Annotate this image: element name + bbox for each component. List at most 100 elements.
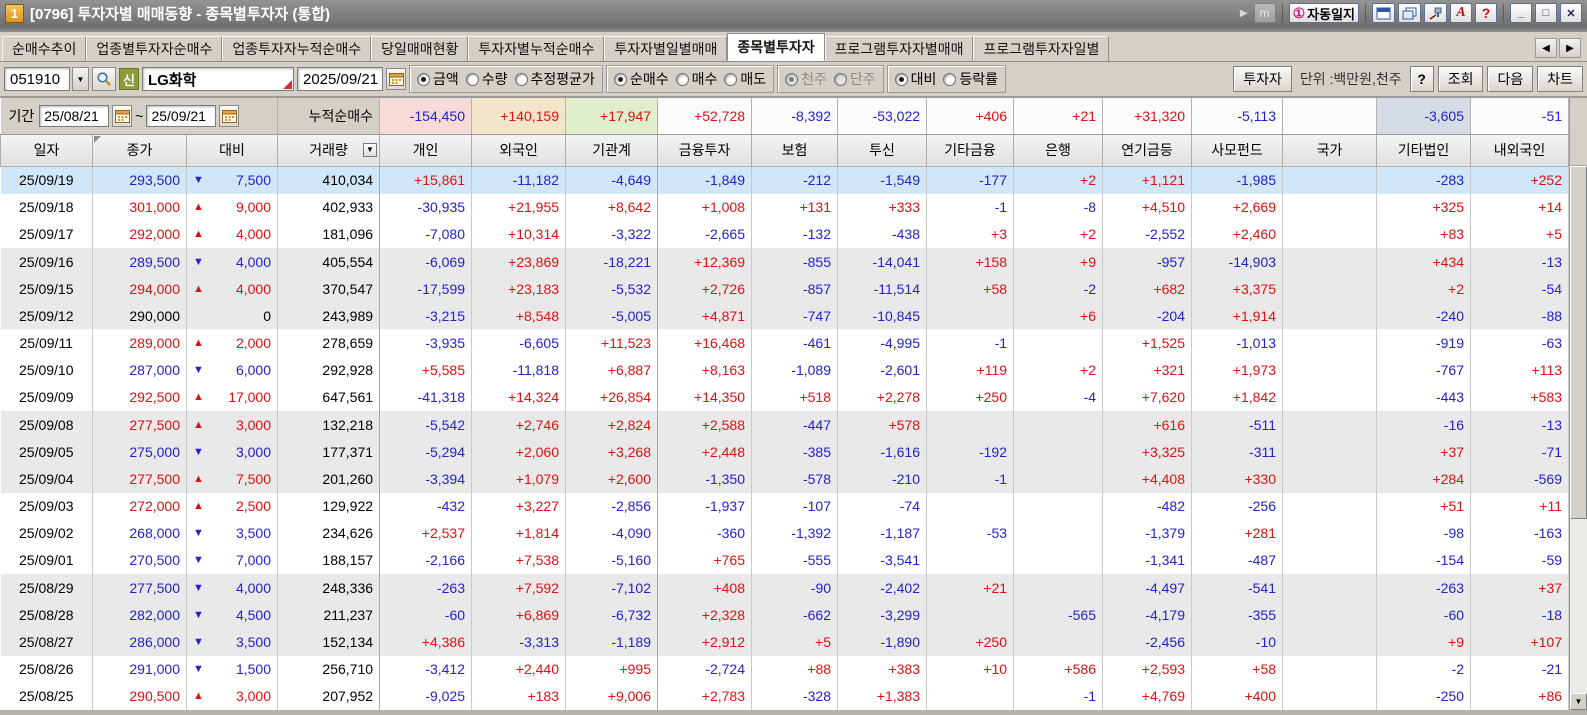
radio-trade-type-1[interactable]: 매수 [675,69,717,89]
volume-sort-icon[interactable]: ▼ [363,143,378,158]
scrollbar-thumb[interactable] [1570,166,1587,520]
cell-institution: +6,887 [565,356,659,384]
table-row[interactable]: 25/09/09 292,500 ▲ 17,000 647,561 -41,318 +14,… [0,383,1570,411]
period-end-input[interactable]: 25/09/21 [146,104,217,127]
tab-7[interactable]: 프로그램투자자별매매 [824,36,974,61]
table-row[interactable]: 25/08/29 277,500 ▼ 4,000 248,336 -263 +7,592 -7… [0,574,1570,602]
table-row[interactable]: 25/09/02 268,000 ▼ 3,500 234,626 +2,537 +1,814… [0,519,1570,547]
tab-5[interactable]: 투자자별일별매매 [604,36,728,61]
column-header-etc-finance: 기타금융 [926,134,1015,167]
base-date-calendar-button[interactable] [386,68,406,90]
maximize-button[interactable]: □ [1535,3,1557,23]
radio-compare-type-1[interactable]: 등락률 [943,69,998,89]
column-header-financial: 금융투자 [657,134,753,167]
cell-date: 25/09/19 [0,166,93,194]
base-date-input[interactable]: 2025/09/21 [297,67,383,91]
tab-scroll-right-icon[interactable]: ▶ [1559,38,1581,58]
table-row[interactable]: 25/08/26 291,000 ▼ 1,500 256,710 -3,412 +2,440… [0,655,1570,683]
table-row[interactable]: 25/09/01 270,500 ▼ 7,000 188,157 -2,166 +7,538… [0,546,1570,575]
radio-trade-type-0[interactable]: 순매수 [613,69,669,89]
stock-code-input[interactable]: 051910 [4,67,70,91]
investor-button[interactable]: 투자자 [1233,66,1292,92]
tab-6[interactable]: 종목별투자자 [727,33,825,61]
search-button[interactable]: 조회 [1437,66,1484,92]
cell-private-fund: +2,460 [1191,220,1284,248]
radio-share-unit-0[interactable]: 천주 [785,69,827,89]
auto-journal-button[interactable]: ① 자동일지 [1288,3,1359,23]
table-row[interactable]: 25/09/03 272,000 ▲ 2,500 129,922 -432 +3,227 -2… [0,492,1570,520]
tab-0[interactable]: 순매수추이 [2,36,87,61]
cell-bank [1013,438,1104,466]
table-row[interactable]: 25/09/12 290,000 0 243,989 -3,215 +8,548 -5,00… [0,302,1570,330]
cell-private-fund: -355 [1191,601,1284,629]
radio-value-type-1[interactable]: 수량 [465,69,508,89]
radio-dot-icon [417,72,430,86]
cell-pension: -1,379 [1102,519,1193,547]
radio-compare-type-0[interactable]: 대비 [894,69,936,89]
cell-etc-finance: +158 [926,247,1015,276]
tab-8[interactable]: 프로그램투자자일별 [973,36,1110,61]
table-row[interactable]: 25/09/11 289,000 ▲ 2,000 278,659 -3,935 -6,605… [0,329,1570,357]
radio-share-unit-1[interactable]: 단주 [833,69,876,89]
table-row[interactable]: 25/09/15 294,000 ▲ 4,000 370,547 -17,599 +23,1… [0,275,1570,303]
table-row[interactable]: 25/08/25 290,500 ▲ 3,000 207,952 -9,025 +183 +9… [0,682,1570,710]
cell-volume: 402,933 [277,193,381,221]
table-row[interactable]: 25/09/17 292,000 ▲ 4,000 181,096 -7,080 +10,31… [0,220,1570,248]
table-row[interactable]: 25/09/10 287,000 ▼ 6,000 292,928 +5,585 -11,81… [0,356,1570,384]
cell-nation [1282,383,1378,411]
tab-2[interactable]: 업종투자자누적순매수 [222,36,372,61]
stock-search-button[interactable] [92,67,116,91]
help-button[interactable]: ? [1475,3,1497,23]
radio-value-type-2[interactable]: 추정평균가 [514,69,595,89]
scrollbar-down-icon[interactable]: ▼ [1570,693,1587,710]
stock-code-dropdown-icon[interactable]: ▼ [72,67,89,91]
table-row[interactable]: 25/09/05 275,000 ▼ 3,000 177,371 -5,294 +2,060… [0,438,1570,466]
stock-name-input[interactable]: LG화학 [142,67,294,91]
cell-date: 25/08/25 [0,682,93,710]
table-row[interactable]: 25/09/19 293,500 ▼ 7,500 410,034 +15,861 -11,1… [0,166,1570,194]
window-copy-button[interactable] [1398,3,1421,23]
tab-1[interactable]: 업종별투자자순매수 [86,36,223,61]
pin-button[interactable] [1424,3,1447,23]
cell-date: 25/09/02 [0,519,93,547]
chart-button[interactable]: 차트 [1537,66,1583,92]
table-row[interactable]: 25/09/08 277,500 ▲ 3,000 132,218 -5,542 +2,746… [0,410,1570,439]
next-button[interactable]: 다음 [1487,66,1534,92]
tab-4[interactable]: 투자자별누적순매수 [468,36,605,61]
cell-pension: -2,552 [1102,220,1193,248]
column-header-private-fund: 사모펀드 [1191,134,1284,167]
cell-trust: -11,514 [837,275,928,303]
table-row[interactable]: 25/09/16 289,500 ▼ 4,000 405,554 -6,069 +23,86… [0,247,1570,276]
minimize-button[interactable]: _ [1510,3,1532,23]
period-start-calendar-button[interactable] [112,104,133,127]
tab-scroll-left-icon[interactable]: ◀ [1535,38,1557,58]
tab-3[interactable]: 당일매매현황 [371,36,469,61]
table-row[interactable]: 25/09/18 301,000 ▲ 9,000 402,933 -30,935 +21,9… [0,193,1570,221]
change-arrow-icon: ▼ [193,635,204,648]
cell-bank: -8 [1013,193,1104,221]
radio-groups: 금액 수량 추정평균가 순매수 매수 매도 천주 단주 대비 등락률 [409,65,1007,93]
radio-value-type-0[interactable]: 금액 [417,69,459,89]
inline-help-button[interactable]: ? [1409,66,1434,92]
m-button[interactable]: m [1253,3,1276,23]
scrollbar-track[interactable] [1570,166,1587,693]
divider [1281,4,1283,22]
period-start-input[interactable]: 25/08/21 [39,104,110,127]
font-button[interactable]: A [1450,3,1472,23]
period-end-calendar-button[interactable] [219,104,240,127]
cell-change: ▲ 3,000 [186,682,279,710]
tab-scroll-arrows: ◀ ▶ [1535,38,1585,61]
table-row[interactable]: 25/08/27 286,000 ▼ 3,500 152,134 +4,386 -3,313… [0,628,1570,656]
column-header-nation: 국가 [1282,134,1378,167]
cell-date: 25/09/04 [0,465,93,493]
screen-save-button[interactable] [1372,3,1395,23]
radio-trade-type-2[interactable]: 매도 [724,69,766,89]
table-row[interactable]: 25/08/28 282,000 ▼ 4,500 211,237 -60 +6,869 -6,… [0,601,1570,629]
table-row[interactable]: 25/09/04 277,500 ▲ 7,500 201,260 -3,394 +1,079… [0,465,1570,493]
titlebar-expand-icon[interactable]: ▶ [1239,7,1248,19]
close-button[interactable]: ✕ [1560,3,1582,23]
cell-individual: -6,069 [379,247,473,276]
cell-close: 277,500 [92,465,187,493]
cell-foreign: +23,869 [471,247,567,276]
